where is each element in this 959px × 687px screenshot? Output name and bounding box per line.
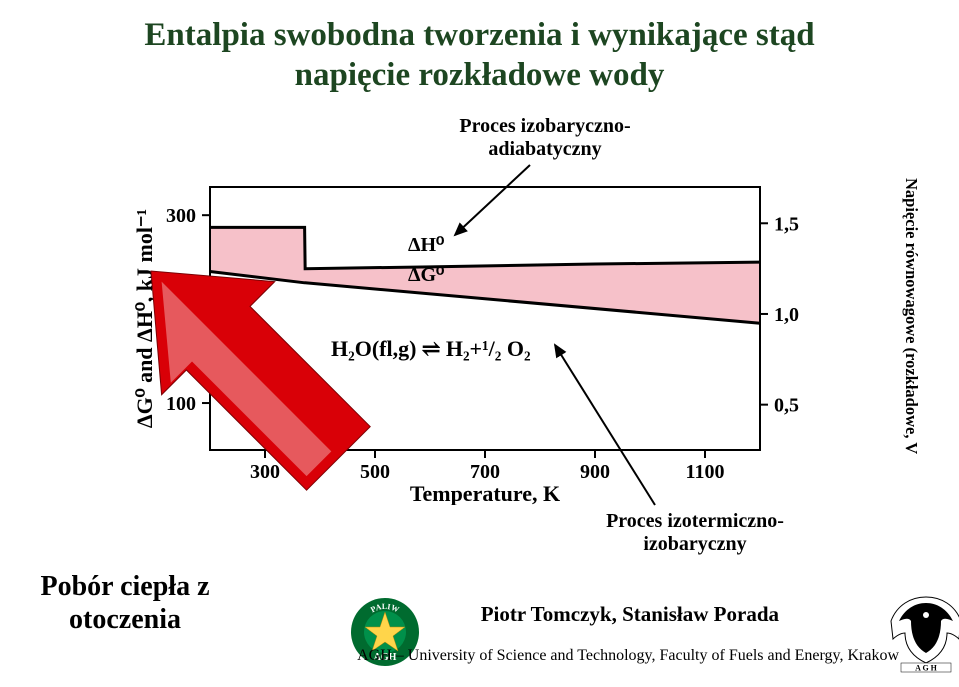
title-line-2: napięcie rozkładowe wody (295, 57, 665, 93)
svg-text:1,0: 1,0 (774, 304, 799, 326)
svg-text:0,5: 0,5 (774, 395, 799, 417)
svg-text:900: 900 (580, 461, 610, 483)
label-process-isothermal-isobaric: Proces izotermiczno- izobaryczny (580, 510, 810, 556)
big-red-arrow (95, 215, 405, 525)
svg-text:700: 700 (470, 461, 500, 483)
label-process-isobaric-adiabatic: Proces izobaryczno- adiabatyczny (430, 115, 660, 161)
title-line-1: Entalpia swobodna tworzenia i wynikające… (144, 17, 814, 53)
page-title: Entalpia swobodna tworzenia i wynikające… (0, 16, 959, 95)
svg-text:ΔH⁰: ΔH⁰ (408, 234, 444, 256)
svg-text:ΔG⁰: ΔG⁰ (408, 264, 444, 286)
label-heat-intake: Pobór ciepła z otoczenia (0, 570, 250, 637)
svg-text:A G H: A G H (915, 664, 938, 673)
svg-text:1,5: 1,5 (774, 213, 799, 235)
right-axis-title: Napięcie równowagowe (rozkładowe, V (901, 178, 921, 454)
svg-text:Temperature, K: Temperature, K (410, 481, 560, 505)
footer-authors: Piotr Tomczyk, Stanisław Porada (481, 602, 779, 627)
slide-root: Entalpia swobodna tworzenia i wynikające… (0, 0, 959, 687)
footer-institution: AGH – University of Science and Technolo… (357, 647, 899, 665)
svg-text:1100: 1100 (686, 461, 725, 483)
